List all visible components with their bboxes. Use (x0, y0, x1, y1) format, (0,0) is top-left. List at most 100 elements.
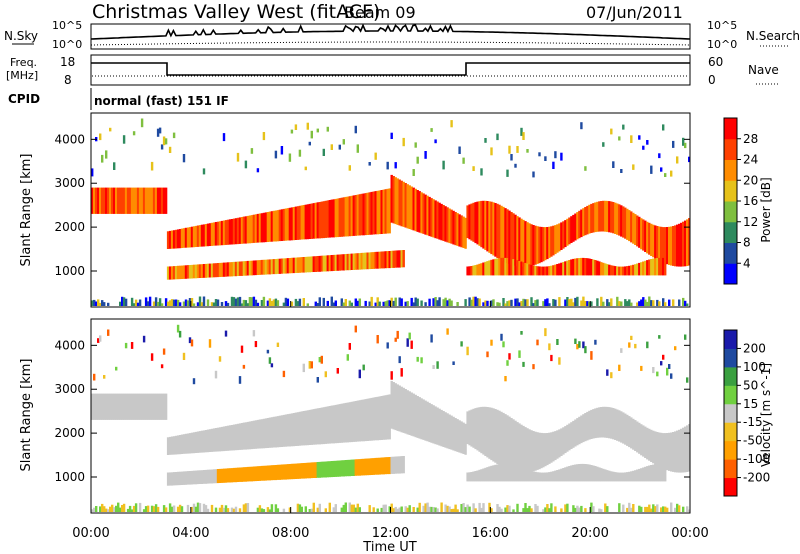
range-time-cell (436, 407, 439, 445)
range-time-cell (570, 216, 573, 243)
range-time-cell (226, 302, 230, 306)
range-time-cell (314, 202, 317, 239)
range-time-cell (506, 415, 509, 470)
range-time-cell (558, 297, 561, 306)
range-time-cell (524, 468, 527, 482)
colorbar-tick-label: 16 (743, 194, 758, 208)
range-time-cell (346, 402, 349, 443)
range-time-cell (536, 472, 539, 482)
range-time-cell (168, 472, 172, 486)
range-time-cell (482, 262, 485, 276)
range-time-cell (398, 456, 401, 474)
range-time-cell (146, 393, 150, 420)
range-time-cell (174, 266, 178, 280)
range-time-cell (340, 403, 343, 443)
range-time-cell (514, 298, 517, 306)
range-time-cell (210, 302, 214, 306)
range-time-cell (598, 201, 601, 232)
range-time-cell (350, 504, 353, 512)
range-time-cell (300, 463, 303, 479)
range-time-cell (502, 206, 505, 262)
range-time-cell (236, 297, 240, 306)
range-time-cell (472, 503, 475, 512)
range-time-cell (500, 205, 503, 261)
range-time-cell (314, 301, 317, 306)
range-time-cell (262, 296, 266, 306)
range-time-cell (316, 256, 319, 272)
range-time-cell (374, 251, 377, 269)
range-time-cell (220, 468, 224, 483)
range-time-cell (506, 209, 509, 264)
range-time-cell (630, 507, 633, 512)
range-time-cell (402, 387, 405, 433)
range-time-cell (214, 507, 218, 512)
range-time-cell (470, 409, 473, 447)
range-time-cell (400, 180, 403, 227)
range-time-cell (446, 328, 449, 335)
range-time-cell (322, 201, 325, 239)
range-time-cell (284, 258, 288, 274)
range-time-cell (508, 258, 511, 276)
range-time-cell (590, 351, 593, 360)
range-time-cell (336, 198, 339, 238)
range-time-cell (622, 206, 625, 238)
range-time-cell (656, 299, 659, 306)
range-time-cell (144, 506, 148, 512)
range-time-cell (246, 215, 250, 244)
range-time-cell (496, 504, 499, 512)
range-time-cell (386, 300, 389, 306)
range-time-cell (342, 460, 345, 477)
range-time-cell (268, 465, 272, 481)
range-time-cell (224, 468, 228, 483)
range-time-cell (360, 458, 363, 476)
range-time-cell (298, 504, 302, 512)
range-time-cell (592, 203, 595, 233)
range-time-cell (398, 385, 401, 432)
range-time-cell (262, 465, 266, 481)
range-time-cell (330, 144, 333, 150)
range-time-cell (624, 266, 627, 276)
range-time-cell (686, 506, 689, 512)
range-time-cell (658, 226, 661, 261)
range-time-cell (198, 225, 202, 247)
range-time-cell (456, 509, 459, 512)
range-time-cell (630, 211, 633, 243)
range-time-cell (388, 251, 391, 269)
range-time-cell (534, 504, 537, 512)
range-time-cell (542, 266, 545, 276)
range-time-cell (396, 178, 399, 225)
range-time-cell (472, 265, 475, 276)
range-time-cell (554, 225, 557, 255)
range-time-cell (310, 203, 313, 239)
colorbar-tick-label: 4 (743, 256, 751, 270)
y-tick-label: 4000 (54, 132, 85, 146)
range-time-cell (428, 402, 431, 443)
range-time-cell (95, 506, 98, 512)
range-time-cell (182, 471, 186, 485)
range-time-cell (274, 150, 278, 159)
range-time-cell (540, 266, 543, 276)
range-time-cell (544, 227, 547, 261)
range-time-cell (588, 204, 591, 234)
range-time-cell (662, 354, 665, 360)
range-time-cell (180, 506, 184, 512)
range-time-cell (324, 371, 327, 378)
range-time-cell (214, 222, 218, 246)
range-time-cell (474, 508, 477, 512)
y-tick-label: 4000 (54, 338, 85, 352)
range-time-cell (382, 251, 385, 269)
range-time-cell (296, 257, 300, 273)
range-time-cell (99, 302, 102, 306)
range-time-cell (466, 205, 469, 239)
range-time-cell (180, 434, 184, 454)
range-time-cell (204, 430, 208, 453)
range-time-cell (572, 420, 575, 448)
range-time-cell (404, 301, 407, 306)
range-time-cell (236, 467, 240, 482)
range-time-cell (318, 255, 321, 272)
range-time-cell (154, 187, 158, 214)
range-time-cell (500, 411, 503, 467)
range-time-cell (224, 262, 228, 277)
range-time-cell (276, 464, 280, 480)
range-time-cell (232, 297, 236, 306)
